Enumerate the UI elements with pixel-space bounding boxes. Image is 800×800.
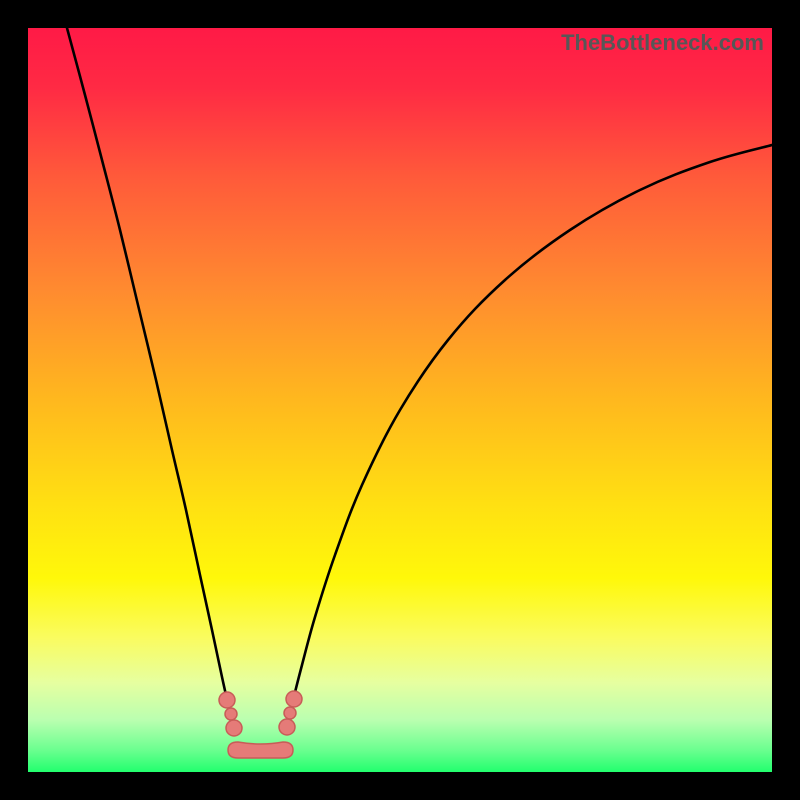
left-curve <box>67 28 234 727</box>
marker-group-left <box>219 692 242 736</box>
curve-marker <box>225 708 237 720</box>
bottom-lobe <box>228 742 293 758</box>
right-curve <box>286 145 772 727</box>
curve-marker <box>219 692 235 708</box>
chart-frame: TheBottleneck.com <box>0 0 800 800</box>
curve-marker <box>226 720 242 736</box>
curve-marker <box>279 719 295 735</box>
curve-marker <box>284 707 296 719</box>
plot-area: TheBottleneck.com <box>28 28 772 772</box>
curve-overlay <box>28 28 772 772</box>
curve-marker <box>286 691 302 707</box>
marker-group-right <box>279 691 302 735</box>
